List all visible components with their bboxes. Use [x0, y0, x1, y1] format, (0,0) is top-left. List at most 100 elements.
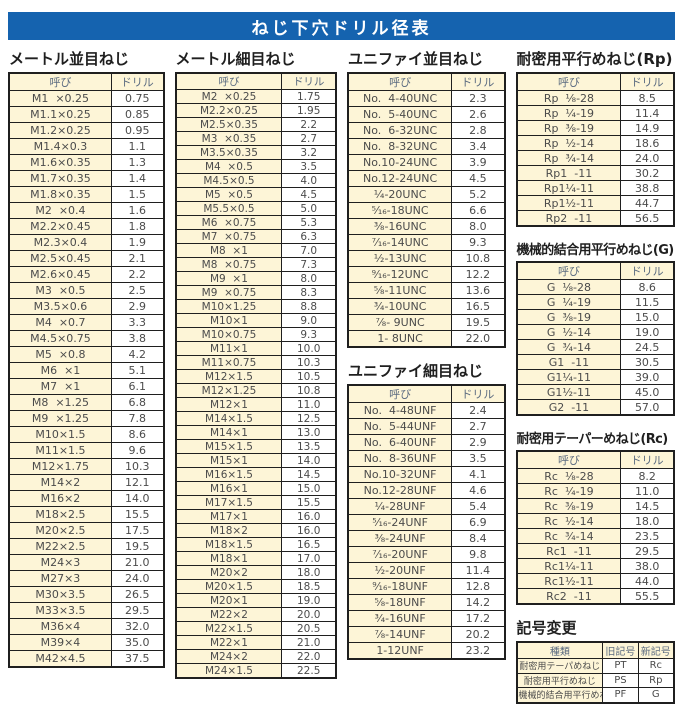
designation-cell: M18×1: [175, 551, 283, 566]
value-cell: 11.0: [281, 397, 337, 412]
table-row: M24×1.5 22.5: [175, 663, 337, 679]
designation-cell: M42×4.5: [8, 650, 112, 668]
value-cell: 1.1: [110, 138, 165, 155]
designation-cell: G ¹⁄₄-19: [515, 294, 622, 310]
value-cell: 10.5: [281, 369, 337, 384]
designation-cell: G1¹⁄₄-11: [515, 369, 622, 385]
table-row: M7 ×0.75 6.3: [175, 229, 337, 244]
value-cell: 20.5: [281, 621, 337, 636]
value-cell: 8.0: [281, 271, 337, 286]
table-row: M16×1.5 14.5: [175, 467, 337, 482]
column-header: 呼び: [515, 72, 622, 91]
table-row: M1.7×0.35 1.4: [8, 170, 165, 187]
table-row: M2 ×0.25 1.75: [175, 89, 337, 104]
value-cell: 7.8: [110, 410, 165, 427]
table-row: M4 ×0.7 3.3: [8, 314, 165, 331]
value-cell: 9.3: [281, 327, 337, 342]
table-row: ⁵⁄₈-18UNF 14.2: [347, 594, 505, 611]
designation-cell: Rp2 -11: [515, 210, 622, 227]
table-row: M36×4 32.0: [8, 618, 165, 635]
value-cell: 30.2: [620, 165, 675, 181]
table-row: M10×0.75 9.3: [175, 327, 337, 342]
designation-cell: M15×1: [175, 453, 283, 468]
table-columns: メートル並目ねじ 呼び ドリル M1 ×0.25 0.75 M1.1×0.25 0.85 M…: [0, 48, 683, 704]
value-cell: 17.0: [281, 551, 337, 566]
designation-cell: No. 6-40UNF: [347, 434, 453, 451]
table-row: M18×1.5 16.5: [175, 537, 337, 552]
value-cell: 21.0: [110, 554, 165, 571]
designation-cell: No.10-24UNC: [347, 154, 453, 171]
table-row: G ³⁄₄-14 24.5: [515, 339, 675, 355]
section-title-unified-fine: ユニファイ細目ねじ: [348, 362, 484, 380]
table-row: Rc ¹⁄₄-19 11.0: [515, 483, 675, 499]
designation-cell: No. 4-40UNC: [347, 90, 453, 107]
designation-cell: ¹⁄₂-13UNC: [347, 250, 453, 267]
designation-cell: M4.5×0.75: [8, 330, 112, 347]
designation-cell: M3 ×0.35: [175, 131, 283, 146]
table-row: M5.5×0.5 5.0: [175, 201, 337, 216]
table-row: M2.5×0.35 2.2: [175, 117, 337, 132]
designation-cell: ⁵⁄₁₆-18UNC: [347, 202, 453, 219]
table-row: M18×2.5 15.5: [8, 506, 165, 523]
value-cell: 23.5: [620, 528, 675, 544]
designation-cell: M10×0.75: [175, 327, 283, 342]
table-row: M18×1 17.0: [175, 551, 337, 566]
value-cell: 10.3: [110, 458, 165, 475]
table-row: M3 ×0.35 2.7: [175, 131, 337, 146]
table-row: M1.8×0.35 1.5: [8, 186, 165, 203]
header-row: 種類 旧記号 新記号: [515, 641, 675, 659]
value-cell: 6.8: [110, 394, 165, 411]
designation-cell: M2.3×0.4: [8, 234, 112, 251]
designation-cell: M24×3: [8, 554, 112, 571]
table-row: M7 ×1 6.1: [8, 378, 165, 395]
designation-cell: ⁷⁄₈- 9UNC: [347, 314, 453, 331]
value-cell: 8.3: [281, 285, 337, 300]
table-row: M30×3.5 26.5: [8, 586, 165, 603]
page-title: ねじ下穴ドリル径表: [8, 12, 675, 40]
table-row: ⁹⁄₁₆-12UNC 12.2: [347, 266, 505, 283]
section-title-rc-taper: 耐密用テーパーめねじ(Rc): [516, 432, 669, 447]
value-cell: 15.5: [281, 495, 337, 510]
value-cell: 21.0: [281, 635, 337, 650]
table-row: ³⁄₄-16UNF 17.2: [347, 610, 505, 627]
designation-cell: ⁵⁄₈-11UNC: [347, 282, 453, 299]
value-cell: 12.1: [110, 474, 165, 491]
value-cell: 56.5: [620, 210, 675, 227]
value-cell: 4.5: [281, 187, 337, 202]
designation-cell: M8 ×1: [175, 243, 283, 258]
column-header: 呼び: [347, 384, 453, 403]
value-cell: 1.5: [110, 186, 165, 203]
table-row: 耐密用テーパめねじ PT Rc: [515, 658, 675, 674]
designation-cell: M4 ×0.7: [8, 314, 112, 331]
table-row: No.10-24UNC 3.9: [347, 154, 505, 171]
table-row: Rp ³⁄₈-19 14.9: [515, 120, 675, 136]
table-row: M3.5×0.6 2.9: [8, 298, 165, 315]
table-row: 耐密用平行めねじ PS Rp: [515, 672, 675, 688]
header-row: 呼び ドリル: [515, 450, 675, 469]
header-row: 呼び ドリル: [175, 72, 337, 90]
header-row: 呼び ドリル: [347, 72, 505, 91]
table-row: No. 8-36UNF 3.5: [347, 450, 505, 467]
designation-cell: M14×1.5: [175, 411, 283, 426]
designation-cell: M20×1: [175, 593, 283, 608]
table-row: M8 ×1.25 6.8: [8, 394, 165, 411]
value-cell: 2.9: [110, 298, 165, 315]
value-cell: 18.0: [620, 513, 675, 529]
table-row: ⁹⁄₁₆-18UNF 12.8: [347, 578, 505, 595]
table-row: M5 ×0.5 4.5: [175, 187, 337, 202]
value-cell: PF: [602, 687, 639, 703]
value-cell: 14.9: [620, 120, 675, 136]
designation-cell: ⁷⁄₁₆-14UNC: [347, 234, 453, 251]
value-cell: 16.5: [281, 537, 337, 552]
value-cell: 4.0: [281, 173, 337, 188]
value-cell: 15.0: [281, 481, 337, 496]
value-cell: 38.8: [620, 180, 675, 196]
designation-cell: M11×0.75: [175, 355, 283, 370]
column-header: ドリル: [620, 261, 675, 280]
column-header: ドリル: [620, 450, 675, 469]
table-row: M11×1.5 9.6: [8, 442, 165, 459]
value-cell: 26.5: [110, 586, 165, 603]
designation-cell: M2 ×0.4: [8, 202, 112, 219]
value-cell: 0.75: [110, 90, 165, 107]
table-row: Rc ¹⁄₂-14 18.0: [515, 513, 675, 529]
